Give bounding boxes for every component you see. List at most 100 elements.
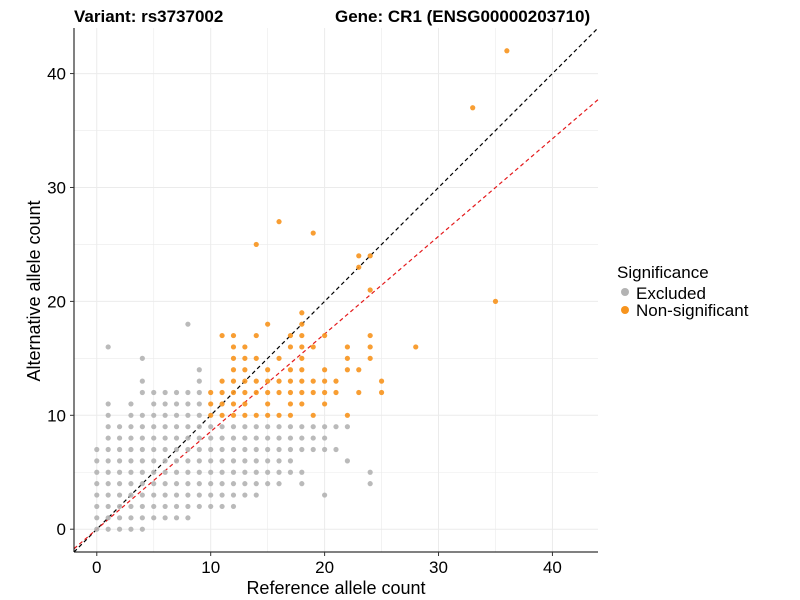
- point-non-significant: [219, 378, 225, 384]
- point-excluded: [208, 469, 214, 475]
- point-excluded: [105, 526, 111, 532]
- point-excluded: [242, 469, 248, 475]
- point-excluded: [230, 469, 237, 475]
- point-excluded: [128, 412, 134, 418]
- point-excluded: [242, 481, 248, 487]
- point-excluded: [196, 435, 202, 441]
- point-excluded: [162, 492, 168, 498]
- point-non-significant: [276, 389, 282, 396]
- point-non-significant: [367, 344, 373, 350]
- point-excluded: [276, 446, 282, 453]
- point-excluded: [219, 492, 225, 498]
- point-excluded: [196, 469, 202, 475]
- point-non-significant: [276, 219, 282, 225]
- point-excluded: [185, 492, 191, 498]
- point-non-significant: [276, 378, 282, 384]
- point-non-significant: [265, 367, 271, 373]
- x-tick-label: 0: [92, 558, 101, 577]
- point-excluded: [276, 458, 282, 464]
- point-excluded: [276, 435, 282, 441]
- point-non-significant: [208, 401, 214, 407]
- point-non-significant: [253, 378, 259, 384]
- point-non-significant: [265, 389, 271, 396]
- point-excluded: [196, 378, 202, 384]
- point-excluded: [162, 469, 168, 475]
- point-excluded: [185, 481, 191, 487]
- point-non-significant: [367, 287, 373, 293]
- point-excluded: [162, 503, 168, 510]
- legend-title: Significance: [617, 263, 709, 282]
- point-excluded: [128, 469, 134, 475]
- point-excluded: [128, 458, 134, 464]
- point-excluded: [151, 458, 157, 464]
- point-non-significant: [253, 412, 259, 418]
- point-excluded: [230, 446, 237, 453]
- point-excluded: [94, 469, 100, 475]
- point-non-significant: [287, 412, 294, 418]
- point-non-significant: [310, 230, 316, 236]
- point-excluded: [208, 492, 214, 498]
- grid: [74, 28, 598, 552]
- point-excluded: [253, 469, 259, 475]
- point-excluded: [185, 515, 191, 521]
- point-excluded: [139, 503, 145, 510]
- point-excluded: [173, 401, 180, 407]
- x-tick-label: 30: [429, 558, 448, 577]
- point-excluded: [116, 469, 123, 475]
- point-excluded: [105, 469, 111, 475]
- chart-title-variant: Variant: rs3737002: [74, 7, 223, 26]
- legend-label-excluded: Excluded: [636, 284, 706, 303]
- point-non-significant: [356, 367, 362, 373]
- point-excluded: [299, 469, 305, 475]
- point-excluded: [219, 424, 225, 430]
- point-non-significant: [299, 367, 305, 373]
- point-excluded: [287, 424, 294, 430]
- point-excluded: [151, 503, 157, 510]
- point-excluded: [367, 481, 373, 487]
- legend-key-excluded: [621, 288, 629, 296]
- point-non-significant: [470, 105, 476, 111]
- point-non-significant: [322, 367, 328, 373]
- point-excluded: [94, 481, 100, 487]
- point-excluded: [344, 424, 350, 430]
- point-non-significant: [310, 344, 316, 350]
- point-excluded: [116, 446, 123, 453]
- reference-lines: [73, 27, 599, 553]
- point-excluded: [116, 481, 123, 487]
- point-excluded: [219, 435, 225, 441]
- point-non-significant: [299, 378, 305, 384]
- point-excluded: [128, 446, 134, 453]
- point-excluded: [299, 446, 305, 453]
- point-excluded: [219, 503, 225, 510]
- point-excluded: [253, 424, 259, 430]
- point-excluded: [139, 378, 145, 384]
- point-excluded: [173, 503, 180, 510]
- point-non-significant: [310, 389, 316, 396]
- point-excluded: [139, 515, 145, 521]
- point-excluded: [128, 424, 134, 430]
- point-non-significant: [230, 412, 237, 418]
- point-excluded: [265, 481, 271, 487]
- point-non-significant: [219, 401, 225, 407]
- point-non-significant: [322, 332, 328, 339]
- point-excluded: [105, 503, 111, 510]
- reference-line-fit: [73, 99, 599, 550]
- point-excluded: [219, 446, 225, 453]
- point-excluded: [94, 446, 100, 453]
- point-non-significant: [378, 378, 385, 384]
- point-excluded: [208, 481, 214, 487]
- point-non-significant: [253, 389, 259, 396]
- point-excluded: [128, 401, 134, 407]
- point-excluded: [253, 446, 259, 453]
- point-non-significant: [333, 378, 339, 384]
- point-excluded: [333, 446, 339, 453]
- point-non-significant: [242, 412, 248, 418]
- point-excluded: [185, 469, 191, 475]
- point-excluded: [242, 435, 248, 441]
- point-excluded: [196, 412, 202, 418]
- point-non-significant: [219, 412, 225, 418]
- point-excluded: [287, 469, 294, 475]
- point-excluded: [322, 446, 328, 453]
- point-excluded: [322, 435, 328, 441]
- point-excluded: [253, 481, 259, 487]
